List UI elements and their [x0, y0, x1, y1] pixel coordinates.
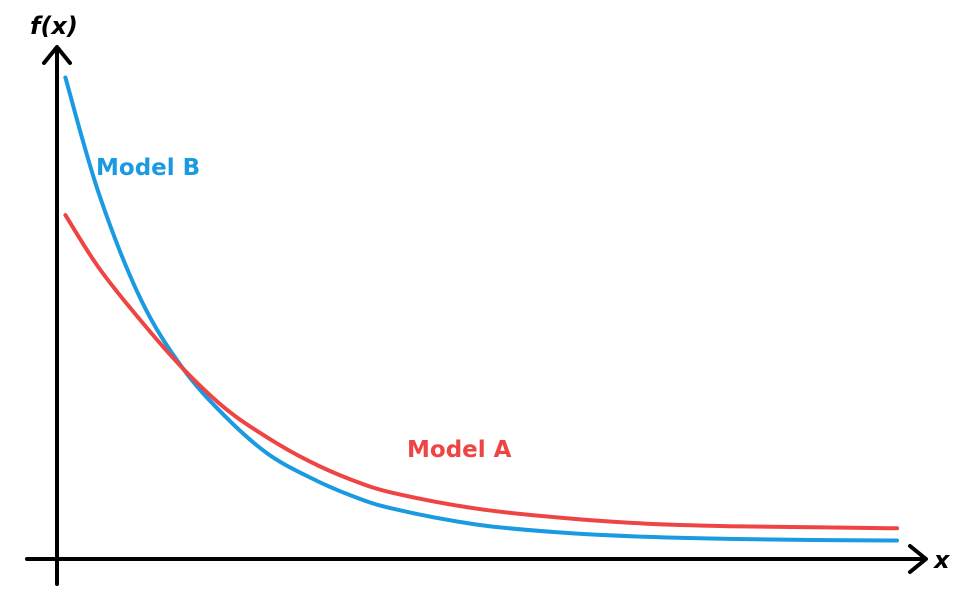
y-axis-arrow-icon: [42, 45, 72, 65]
x-axis-arrow-icon: [908, 544, 928, 574]
series-label-model-b: Model B: [96, 155, 200, 181]
y-axis-label: f(x): [30, 12, 78, 40]
x-axis-label: x: [933, 546, 951, 574]
series-label-model-a: Model A: [407, 437, 512, 463]
series-layer: [63, 75, 899, 543]
series-line-model-a: [63, 213, 899, 531]
series-line-model-b: [63, 75, 899, 543]
